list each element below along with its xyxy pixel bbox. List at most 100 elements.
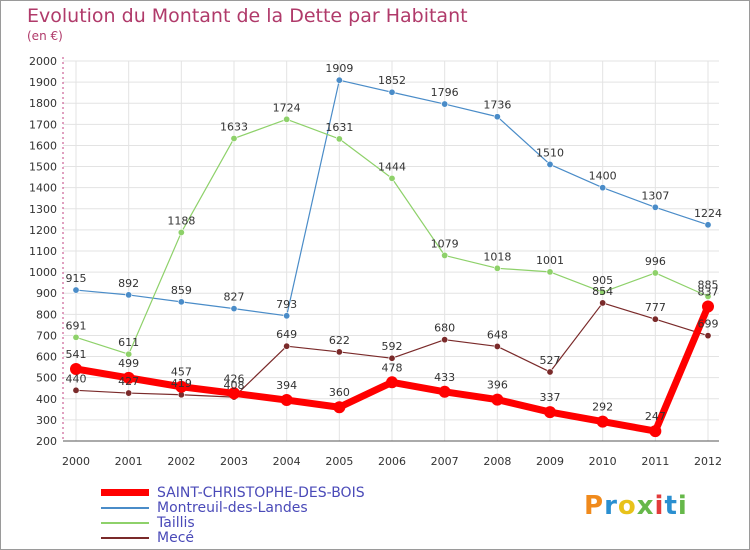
logo-letter: t <box>664 491 678 521</box>
data-label: 680 <box>434 322 455 335</box>
data-label: 1307 <box>641 189 669 202</box>
y-tick-label: 1900 <box>29 76 57 89</box>
data-point <box>544 406 556 419</box>
y-tick-label: 1400 <box>29 182 57 195</box>
data-point <box>283 115 291 123</box>
y-tick-label: 1500 <box>29 161 57 174</box>
data-label: 793 <box>276 298 297 311</box>
y-tick-label: 1600 <box>29 139 57 152</box>
y-tick-label: 700 <box>36 329 57 342</box>
logo-letter: x <box>636 491 655 521</box>
y-tick-label: 1000 <box>29 266 57 279</box>
data-point <box>125 389 133 397</box>
data-label: 837 <box>698 286 719 299</box>
data-label: 247 <box>645 410 666 423</box>
axes: 200 300 400 500 600 700 800 900 1000 1100 1200 1300… <box>29 55 722 468</box>
data-label: 427 <box>118 375 139 388</box>
data-point <box>493 264 501 272</box>
data-label: 691 <box>66 319 87 332</box>
x-tick-label: 2002 <box>167 455 195 468</box>
data-point <box>283 312 291 320</box>
data-point <box>228 387 240 400</box>
data-label: 1852 <box>378 74 406 87</box>
data-label: 426 <box>224 372 245 385</box>
data-label: 1724 <box>273 101 301 114</box>
chart-subtitle: (en €) <box>27 29 63 43</box>
data-point <box>546 368 554 376</box>
data-point <box>651 203 659 211</box>
legend-swatch <box>101 536 149 539</box>
data-point <box>441 100 449 108</box>
data-point <box>441 251 449 259</box>
data-label: 433 <box>434 371 455 384</box>
legend-swatch <box>101 521 149 524</box>
legend-swatch <box>101 506 149 509</box>
data-point <box>72 286 80 294</box>
data-label: 892 <box>118 277 139 290</box>
x-tick-label: 2012 <box>694 455 722 468</box>
y-tick-label: 800 <box>36 308 57 321</box>
x-tick-label: 2003 <box>220 455 248 468</box>
x-tick-label: 2001 <box>115 455 143 468</box>
data-label: 1079 <box>431 237 459 250</box>
logo-letter: o <box>617 491 637 521</box>
legend-label: Taillis <box>157 514 195 531</box>
y-tick-label: 400 <box>36 393 57 406</box>
data-point <box>441 336 449 344</box>
data-point <box>230 305 238 313</box>
logo-letter: P <box>584 491 605 521</box>
data-label: 1796 <box>431 86 459 99</box>
data-point <box>230 134 238 142</box>
data-point <box>491 393 504 406</box>
data-label: 915 <box>66 272 87 285</box>
x-tick-label: 2010 <box>589 455 617 468</box>
data-label: 1909 <box>325 62 353 75</box>
data-point <box>283 342 291 350</box>
legend-swatch <box>101 489 149 496</box>
data-label: 1736 <box>483 99 511 112</box>
data-label: 292 <box>592 401 613 414</box>
x-tick-label: 2007 <box>431 455 459 468</box>
data-label: 408 <box>224 379 245 392</box>
data-label: 777 <box>645 301 666 314</box>
data-point <box>388 88 396 96</box>
data-point <box>333 401 346 414</box>
y-tick-label: 200 <box>36 435 57 448</box>
data-label: 419 <box>171 377 192 390</box>
data-label: 1224 <box>694 207 722 220</box>
data-label: 827 <box>224 291 245 304</box>
data-label: 1188 <box>167 214 195 227</box>
data-point <box>72 333 80 341</box>
data-point <box>704 292 712 300</box>
data-point <box>599 288 607 296</box>
legend-item: SAINT-CHRISTOPHE-DES-BOIS <box>101 485 365 501</box>
data-label: 541 <box>66 348 87 361</box>
data-point <box>280 394 293 407</box>
data-label: 478 <box>382 361 403 374</box>
data-point <box>599 299 607 307</box>
data-label: 854 <box>592 285 613 298</box>
data-label: 1633 <box>220 120 248 133</box>
data-point <box>651 315 659 323</box>
x-tick-label: 2006 <box>378 455 406 468</box>
data-label: 337 <box>540 391 561 404</box>
legend-item: Taillis <box>101 514 365 531</box>
y-tick-label: 1700 <box>29 118 57 131</box>
data-point <box>651 269 659 277</box>
y-tick-label: 2000 <box>29 55 57 68</box>
data-label: 648 <box>487 328 508 341</box>
y-tick-label: 300 <box>36 414 57 427</box>
y-tick-label: 1100 <box>29 245 57 258</box>
data-label: 499 <box>118 357 139 370</box>
data-point <box>70 363 82 376</box>
data-point <box>125 350 133 358</box>
logo-letter: i <box>677 491 688 521</box>
data-label: 622 <box>329 334 350 347</box>
series-lines <box>70 76 714 438</box>
data-point <box>335 76 343 84</box>
data-point <box>335 135 343 143</box>
data-label: 1444 <box>378 160 406 173</box>
data-label: 905 <box>592 274 613 287</box>
data-label: 859 <box>171 284 192 297</box>
